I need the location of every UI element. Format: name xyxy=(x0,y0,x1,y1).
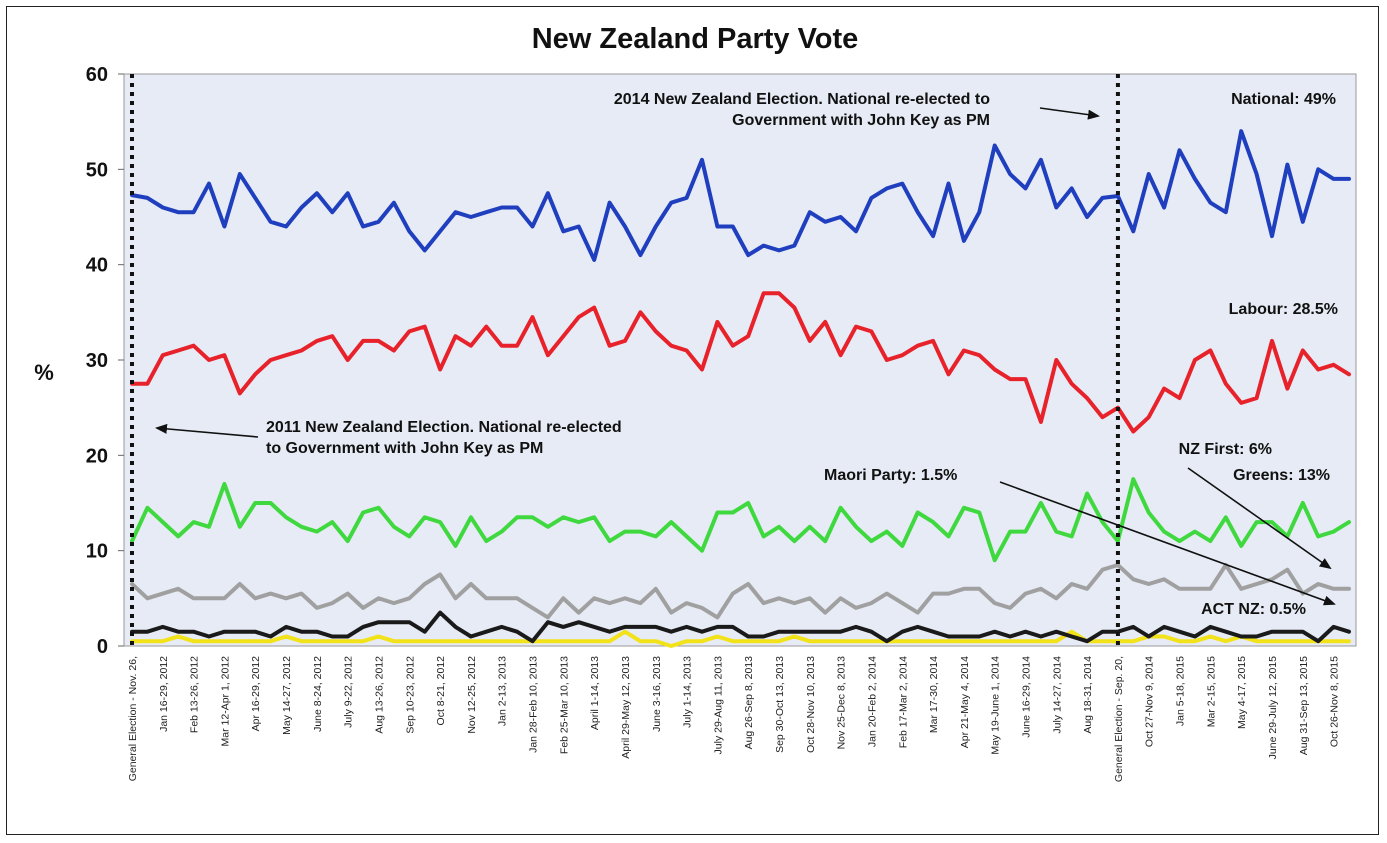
y-tick-label: 60 xyxy=(86,64,108,86)
x-tick-label: Apr 16-29, 2012 xyxy=(250,656,262,731)
x-tick-label: June 8-24, 2012 xyxy=(312,656,324,732)
label-maori: Maori Party: 1.5% xyxy=(824,467,957,484)
y-tick-label: 0 xyxy=(97,636,108,658)
x-tick-label: Aug 31-Sep 13, 2015 xyxy=(1298,656,1310,755)
x-tick-label: Jan 16-29, 2012 xyxy=(158,656,170,732)
x-tick-label: Jan 28-Feb 10, 2013 xyxy=(528,656,540,753)
x-tick-label: General Election - Sep. 20, xyxy=(1113,656,1125,782)
x-tick-label: July 29-Aug 11, 2013 xyxy=(712,656,724,755)
x-tick-label: Sep 30-Oct 13, 2013 xyxy=(774,656,786,753)
label-act: ACT NZ: 0.5% xyxy=(1201,601,1306,618)
y-tick-label: 50 xyxy=(86,159,108,181)
x-tick-label: Oct 8-21, 2012 xyxy=(435,656,447,726)
x-tick-label: Jan 20-Feb 2, 2014 xyxy=(866,656,878,747)
x-tick-label: Jan 5-18, 2015 xyxy=(1175,656,1187,726)
x-tick-label: Feb 17-Mar 2, 2014 xyxy=(897,656,909,748)
x-tick-label: April 29-May 12, 2013 xyxy=(620,656,632,759)
arrow-2014-election xyxy=(1039,107,1100,120)
x-tick-label: Nov 12-25, 2012 xyxy=(466,656,478,734)
label-labour: Labour: 28.5% xyxy=(1229,301,1338,318)
series-line-labour xyxy=(130,291,1351,434)
x-tick-label: Feb 13-26, 2012 xyxy=(189,656,201,733)
x-tick-label: Apr 21-May 4, 2014 xyxy=(959,656,971,748)
x-tick-label: Mar 12-Apr 1, 2012 xyxy=(219,656,231,747)
x-tick-label: Aug 13-26, 2012 xyxy=(373,656,385,734)
x-tick-label: July 9-22, 2012 xyxy=(343,656,355,728)
y-tick-label: 20 xyxy=(86,445,108,467)
series-line-act-nz xyxy=(130,629,1351,648)
x-tick-label: June 3-16, 2013 xyxy=(651,656,663,732)
x-tick-label: Sep 10-23, 2012 xyxy=(404,656,416,734)
annotation-2011-line1: 2011 New Zealand Election. National re-e… xyxy=(266,419,622,436)
x-tick-label: June 16-29, 2014 xyxy=(1020,656,1032,738)
y-ticks: 0 10 20 30 40 50 60 xyxy=(86,64,124,658)
arrow-2011-election xyxy=(155,423,259,438)
annotation-2011-line2: to Government with John Key as PM xyxy=(266,440,543,457)
x-tick-label: Oct 27-Nov 9, 2014 xyxy=(1144,656,1156,747)
x-tick-label: Mar 2-15, 2015 xyxy=(1205,656,1217,727)
y-tick-label: 40 xyxy=(86,255,108,277)
chart-title: New Zealand Party Vote xyxy=(532,23,859,55)
arrow-maori xyxy=(999,481,1336,606)
x-tick-label: Feb 25-Mar 10, 2013 xyxy=(558,656,570,754)
x-tick-label: Nov 25-Dec 8, 2013 xyxy=(836,656,848,750)
annotation-2014-line2: Government with John Key as PM xyxy=(732,112,990,129)
x-tick-label: Aug 26-Sep 8, 2013 xyxy=(743,656,755,750)
x-tick-label: June 29-July 12, 2015 xyxy=(1267,656,1279,759)
series-line-greens xyxy=(130,477,1351,563)
series-lines xyxy=(130,129,1351,648)
x-tick-label: May 19-June 1, 2014 xyxy=(990,656,1002,755)
arrow-nzfirst xyxy=(1187,467,1332,570)
x-tick-label: General Election - Nov. 26, xyxy=(127,656,139,781)
series-line-national xyxy=(130,129,1351,262)
series-line-maori-party xyxy=(130,610,1351,644)
x-tick-label: May 14-27, 2012 xyxy=(281,656,293,735)
x-tick-label: July 14-27, 2014 xyxy=(1051,656,1063,734)
x-ticks: General Election - Nov. 26, Jan 16-29, 20… xyxy=(127,656,1341,782)
label-greens: Greens: 13% xyxy=(1233,467,1330,484)
x-tick-label: Oct 28-Nov 10, 2013 xyxy=(805,656,817,753)
x-tick-label: Mar 17-30, 2014 xyxy=(928,656,940,733)
x-tick-label: May 4-17, 2015 xyxy=(1236,656,1248,729)
series-line-nz-first xyxy=(130,563,1351,620)
x-tick-label: Aug 18-31, 2014 xyxy=(1082,656,1094,734)
annotation-2014-line1: 2014 New Zealand Election. National re-e… xyxy=(614,91,990,108)
label-nzfirst: NZ First: 6% xyxy=(1179,441,1272,458)
x-tick-label: Oct 26-Nov 8, 2015 xyxy=(1329,656,1341,747)
y-axis-label: % xyxy=(34,360,54,385)
y-tick-label: 30 xyxy=(86,350,108,372)
y-tick-label: 10 xyxy=(86,541,108,563)
x-tick-label: April 1-14, 2013 xyxy=(589,656,601,730)
x-tick-label: July 1-14, 2013 xyxy=(682,656,694,728)
label-national: National: 49% xyxy=(1231,91,1336,108)
plot-area xyxy=(123,73,1357,647)
x-tick-label: Jan 2-13, 2013 xyxy=(497,656,509,726)
